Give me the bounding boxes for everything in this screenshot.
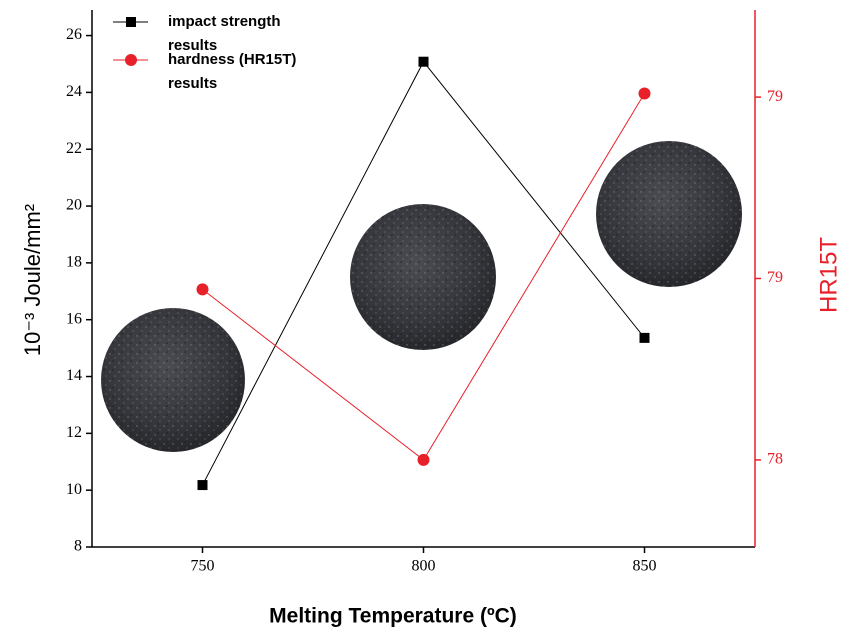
sample-texture bbox=[350, 204, 496, 350]
marker bbox=[639, 87, 651, 99]
x-tick-label: 850 bbox=[633, 558, 657, 575]
legend-label: hardness (HR15T)results bbox=[168, 51, 296, 92]
sample-texture bbox=[596, 141, 742, 287]
y-tick-label: 14 bbox=[66, 367, 82, 384]
y-tick-label: 22 bbox=[66, 140, 82, 157]
y-axis-title: 10⁻³ Joule/mm² bbox=[20, 204, 45, 356]
y2-tick-label: 79 bbox=[767, 269, 783, 286]
x-axis-title: Melting Temperature (ºC) bbox=[269, 605, 517, 628]
y-tick-label: 24 bbox=[66, 83, 82, 100]
y2-tick-label: 78 bbox=[767, 451, 783, 468]
y-tick-label: 10 bbox=[66, 481, 82, 498]
sample-texture bbox=[101, 308, 245, 452]
y-tick-label: 16 bbox=[66, 310, 82, 327]
chart: Melting Temperature (ºC) 10⁻³ Joule/mm² … bbox=[0, 0, 848, 637]
marker bbox=[198, 480, 208, 490]
y-tick-label: 18 bbox=[66, 254, 82, 271]
y-tick-label: 12 bbox=[66, 424, 82, 441]
legend-marker bbox=[126, 17, 136, 27]
marker bbox=[197, 283, 209, 295]
sample-images bbox=[101, 141, 742, 452]
y-tick-label: 8 bbox=[74, 538, 82, 555]
legend-marker bbox=[125, 54, 137, 66]
y-tick-label: 20 bbox=[66, 197, 82, 214]
y-tick-label: 26 bbox=[66, 26, 82, 43]
marker bbox=[640, 333, 650, 343]
x-tick-label: 800 bbox=[412, 558, 436, 575]
y2-axis-title: HR15T bbox=[815, 237, 842, 313]
y2-tick-label: 79 bbox=[767, 88, 783, 105]
x-tick-label: 750 bbox=[191, 558, 215, 575]
marker bbox=[418, 454, 430, 466]
marker bbox=[419, 57, 429, 67]
